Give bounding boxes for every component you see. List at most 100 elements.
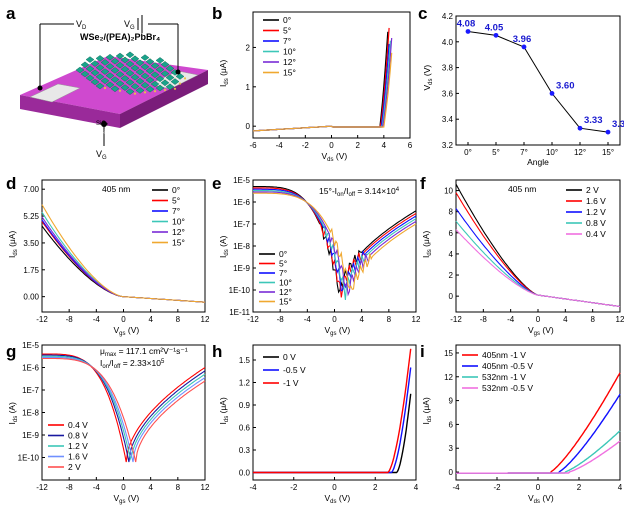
legend-entry-f: 0.4 V (586, 229, 606, 239)
legend-entry-e: 10° (279, 278, 292, 288)
lattice-octahedron (150, 62, 160, 69)
annotation-f: 405 nm (508, 184, 536, 194)
y-tick-label-b: 0 (246, 122, 251, 131)
y-tick-label-f: 0 (449, 292, 454, 301)
lattice-octahedron (120, 56, 130, 64)
x-tick-label-d: 12 (201, 315, 210, 324)
lattice-octahedron (95, 82, 105, 90)
series-line-g (42, 354, 206, 463)
x-tick-label-e: 4 (359, 315, 364, 324)
lattice-octahedron (105, 53, 115, 61)
y-tick-label-f: 10 (444, 187, 453, 196)
x-tick-label-b: -4 (276, 141, 284, 150)
vd-contact (37, 85, 43, 91)
x-tick-label-f: -4 (507, 315, 515, 324)
y-tick-label-h: 1.2 (239, 379, 251, 388)
legend-entry-d: 5° (172, 196, 180, 206)
y-axis-label-e: Ids (A) (218, 235, 230, 258)
lattice-octahedron (145, 67, 155, 75)
substrate-front-face (20, 95, 120, 128)
panel-g: g -12 -8 -4 0 4 8 12 1E-10 1E-9 1E-8 1E-7 1E-6 1E-5 Vg… (6, 341, 210, 505)
y-tick-label-f: 8 (449, 208, 454, 217)
x-tick-label-d: -12 (36, 315, 48, 324)
y-tick-label-f: 2 (449, 271, 454, 280)
x-tick-label-c: 5° (492, 148, 500, 157)
data-label-c: 3.33 (584, 115, 603, 126)
x-tick-label-g: 0 (121, 483, 126, 492)
lattice-octahedron (155, 66, 165, 73)
data-label-c: 3.60 (556, 80, 575, 91)
y-tick-label-i: 12 (444, 373, 453, 382)
x-tick-label-c: 15° (602, 148, 614, 157)
legend-entry-b: 10° (283, 47, 296, 57)
y-tick-label-f: 4 (449, 250, 454, 259)
legend-entry-i: 405nm -0.5 V (482, 361, 533, 371)
panel-label-a: a (6, 4, 16, 23)
data-label-c: 3.96 (513, 34, 532, 45)
gate-contact (101, 121, 107, 127)
lattice-octahedron (85, 74, 95, 82)
x-tick-label-e: -12 (247, 315, 259, 324)
legend-entry-i: 532nm -1 V (482, 372, 526, 382)
x-tick-label-d: -8 (66, 315, 74, 324)
panel-label-d: d (6, 174, 16, 193)
x-tick-label-d: -4 (93, 315, 101, 324)
lattice-atom (173, 87, 177, 90)
series-line-i (455, 430, 621, 474)
lattice-octahedron (115, 71, 125, 78)
data-point-c (605, 129, 611, 135)
legend-entry-d: 7° (172, 206, 180, 216)
x-tick-label-d: 4 (148, 315, 153, 324)
series-line-f (455, 229, 621, 308)
legend-entry-f: 0.8 V (586, 218, 606, 228)
x-tick-label-i: 4 (618, 483, 623, 492)
y-tick-label-c: 3.4 (442, 115, 454, 124)
legend-entry-b: 7° (283, 36, 291, 46)
lattice-octahedron (140, 81, 150, 89)
lattice-atom (143, 91, 147, 94)
lattice-octahedron (105, 63, 115, 70)
lattice-atom (178, 82, 182, 85)
legend-entry-f: 1.2 V (586, 207, 606, 217)
lattice-octahedron (90, 60, 100, 67)
series-line-c (467, 31, 609, 133)
x-tick-label-i: -2 (493, 483, 501, 492)
x-tick-label-b: 2 (355, 141, 360, 150)
lattice-octahedron (90, 78, 100, 86)
y-tick-label-e: 1E-9 (233, 264, 250, 273)
legend-entry-h: 0 V (283, 352, 296, 362)
substrate-sio2-label: SiO₂ (96, 121, 109, 127)
lattice-octahedron (80, 61, 90, 69)
drain-electrode (29, 83, 81, 103)
data-label-c: 3.30 (612, 119, 624, 130)
x-axis-label-e: Vgs (V) (325, 325, 351, 337)
x-tick-label-g: -4 (93, 483, 101, 492)
vg-top-label: VG (124, 19, 135, 31)
panel-i: i -4 -2 0 2 4 0 3 6 9 12 15 Vds (V) Ids (μA) 405nm -1 … (420, 342, 623, 505)
y-axis-label-i: Ids (μA) (421, 397, 433, 424)
lattice-octahedron (120, 75, 130, 82)
x-tick-label-e: -8 (277, 315, 285, 324)
y-tick-label-b: 1 (246, 83, 251, 92)
x-tick-label-c: 0° (464, 148, 472, 157)
lattice-octahedron (105, 81, 115, 89)
x-axis-label-g: Vgs (V) (114, 493, 140, 505)
lattice-octahedron (130, 73, 140, 81)
lattice-octahedron (115, 61, 125, 69)
legend-entry-d: 15° (172, 238, 185, 248)
lattice-octahedron (105, 72, 115, 79)
lattice-octahedron (140, 63, 150, 71)
lattice-octahedron (140, 72, 150, 80)
x-axis-label-c: Angle (527, 157, 549, 167)
lattice-octahedron (95, 64, 105, 71)
y-tick-label-e: 1E-6 (233, 198, 250, 207)
panel-label-c: c (418, 4, 427, 23)
x-axis-label-i: Vds (V) (528, 493, 554, 505)
plot-frame-h (252, 344, 417, 481)
series-line-b (252, 27, 390, 132)
legend-entry-d: 12° (172, 227, 185, 237)
legend-entry-h: -0.5 V (283, 365, 306, 375)
x-tick-label-d: 0 (121, 315, 126, 324)
panel-a: a VD VG WSe₂/(PEA)₂PbBr₄ SiO₂ Si VG (6, 4, 208, 161)
